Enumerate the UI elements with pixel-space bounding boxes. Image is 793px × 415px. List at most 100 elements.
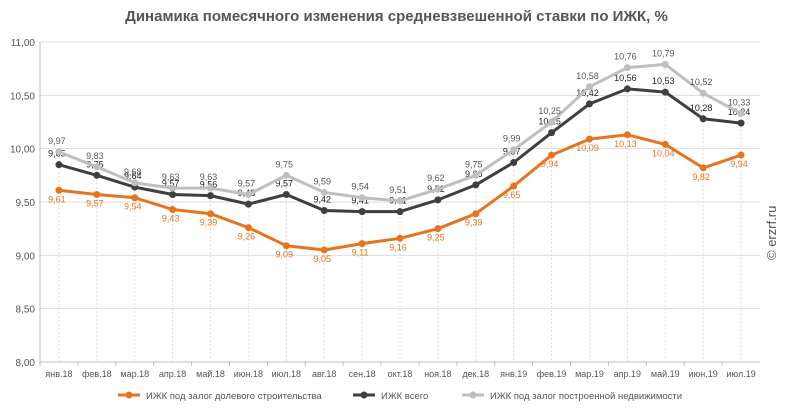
x-tick-label: мар.18 (120, 369, 149, 379)
data-point (510, 146, 518, 154)
data-label: 9,25 (427, 233, 445, 243)
data-label: 10,04 (652, 148, 675, 158)
data-label: 9,94 (730, 159, 748, 169)
data-label: 9,65 (503, 190, 521, 200)
data-point (358, 208, 366, 216)
data-point (472, 210, 480, 218)
data-point (244, 200, 252, 208)
y-tick-label: 9,00 (16, 251, 36, 262)
data-point (548, 129, 556, 137)
data-point (737, 119, 745, 127)
data-label: 10,58 (576, 71, 599, 81)
data-label: 10,33 (728, 97, 751, 107)
x-tick-label: июл.19 (726, 369, 755, 379)
data-label: 9,09 (276, 250, 294, 260)
legend-label: ИЖК под залог долевого строительства (146, 391, 322, 402)
data-point (169, 205, 177, 213)
data-label: 9,94 (541, 159, 559, 169)
data-label: 9,59 (313, 176, 331, 186)
data-point (396, 234, 404, 242)
data-label: 10,09 (576, 143, 599, 153)
data-label: 10,28 (690, 103, 713, 113)
data-label: 9,51 (389, 185, 407, 195)
data-point (661, 60, 669, 68)
data-label: 10,79 (652, 48, 675, 58)
data-label: 9,64 (124, 171, 142, 181)
x-tick-label: май.18 (196, 369, 225, 379)
watermark: © erzrf.ru (764, 205, 779, 260)
data-label: 10,76 (614, 52, 637, 62)
data-label: 9,75 (465, 159, 483, 169)
y-tick-label: 10,00 (10, 145, 35, 156)
data-label: 9,57 (238, 179, 256, 189)
data-point (623, 64, 631, 72)
x-tick-label: сен.18 (349, 369, 376, 379)
data-label: 9,39 (465, 218, 483, 228)
x-tick-label: дек.18 (462, 369, 489, 379)
y-tick-label: 8,50 (16, 305, 36, 316)
x-tick-label: апр.18 (159, 369, 186, 379)
legend-label: ИЖК всего (381, 391, 428, 402)
x-tick-label: июн.19 (689, 369, 718, 379)
x-tick-label: апр.19 (614, 369, 641, 379)
data-label: 9,63 (162, 172, 180, 182)
chart-title: Динамика помесячного изменения средневзв… (125, 8, 668, 25)
legend-marker (360, 391, 368, 399)
x-tick-label: июл.18 (272, 369, 301, 379)
data-label: 9,62 (427, 173, 445, 183)
data-point (282, 191, 290, 199)
data-point (358, 240, 366, 248)
data-point (169, 191, 177, 199)
data-point (55, 186, 63, 194)
data-label: 9,82 (692, 172, 710, 182)
x-tick-label: янв.18 (45, 369, 72, 379)
data-point (93, 171, 101, 179)
data-point (55, 161, 63, 169)
data-label: 9,57 (86, 199, 104, 209)
data-label: 9,57 (162, 179, 180, 189)
data-label: 9,16 (389, 242, 407, 252)
data-label: 9,26 (238, 232, 256, 242)
y-tick-label: 9,50 (16, 198, 36, 209)
data-point (244, 191, 252, 199)
data-label: 9,68 (124, 167, 142, 177)
data-point (282, 242, 290, 250)
data-point (472, 181, 480, 189)
data-point (510, 159, 518, 167)
data-label: 9,43 (162, 213, 180, 223)
x-tick-label: май.19 (651, 369, 680, 379)
y-tick-label: 11,00 (11, 38, 36, 49)
data-label: 9,83 (86, 151, 104, 161)
data-label: 9,61 (48, 194, 66, 204)
data-point (358, 194, 366, 202)
data-label: 10,53 (652, 76, 675, 86)
data-point (585, 83, 593, 91)
x-tick-label: ноя.18 (424, 369, 451, 379)
data-point (585, 135, 593, 143)
data-point (661, 88, 669, 96)
x-tick-label: янв.19 (500, 369, 527, 379)
data-point (699, 115, 707, 123)
data-label: 9,11 (352, 248, 369, 258)
data-label: 10,42 (576, 88, 599, 98)
data-label: 10,25 (538, 106, 561, 116)
x-tick-label: фев.19 (537, 369, 567, 379)
data-point (169, 184, 177, 192)
data-label: 9,54 (351, 182, 369, 192)
data-point (131, 194, 139, 202)
data-point (396, 208, 404, 216)
data-point (434, 196, 442, 204)
data-label: 9,57 (276, 179, 294, 189)
data-label: 9,97 (48, 136, 66, 146)
data-label: 10,52 (690, 77, 713, 87)
data-point (472, 171, 480, 179)
data-label: 10,13 (614, 139, 637, 149)
data-point (320, 207, 328, 215)
data-point (131, 179, 139, 187)
data-point (510, 182, 518, 190)
data-point (434, 185, 442, 193)
legend-marker (125, 391, 133, 399)
data-point (737, 151, 745, 159)
